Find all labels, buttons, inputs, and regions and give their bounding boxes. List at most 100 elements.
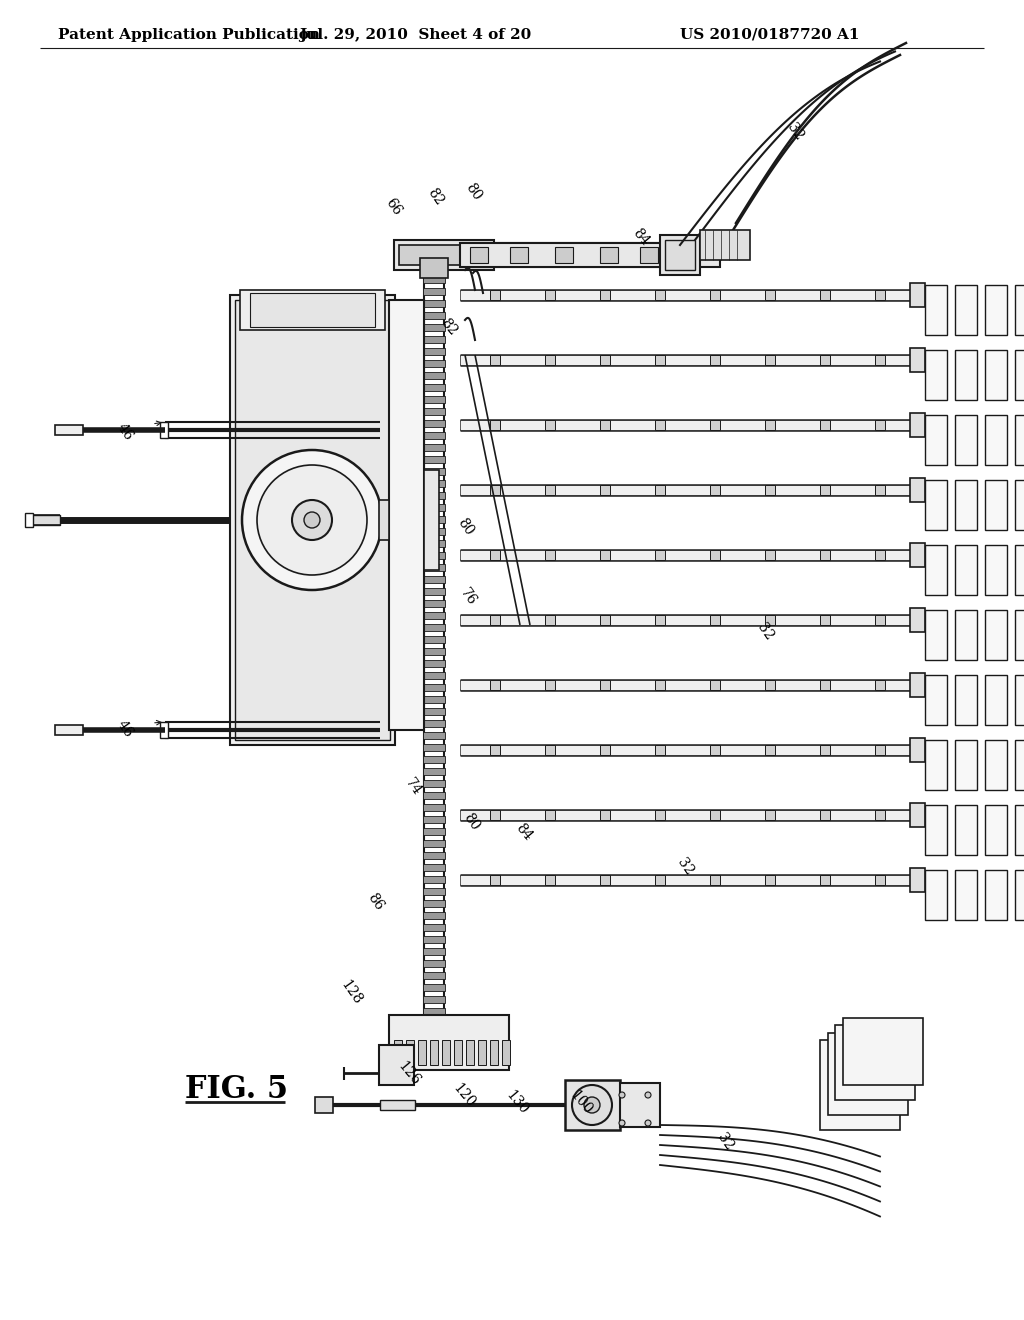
Bar: [925, 870, 947, 920]
Bar: [423, 552, 445, 558]
Bar: [423, 288, 445, 294]
Bar: [423, 396, 445, 403]
Bar: [955, 350, 977, 400]
Bar: [379, 500, 389, 540]
Bar: [1015, 675, 1024, 725]
Bar: [620, 1082, 660, 1127]
Bar: [55, 725, 83, 735]
Bar: [600, 810, 610, 820]
Bar: [423, 601, 445, 607]
Bar: [925, 414, 947, 465]
Bar: [234, 300, 390, 741]
Bar: [423, 756, 445, 763]
Bar: [490, 420, 500, 430]
Bar: [545, 290, 555, 300]
Text: 86: 86: [365, 891, 386, 913]
Bar: [1015, 870, 1024, 920]
Bar: [925, 285, 947, 335]
Text: 76: 76: [458, 586, 479, 609]
Bar: [545, 680, 555, 690]
Bar: [399, 246, 489, 265]
Bar: [423, 865, 445, 871]
Bar: [502, 1040, 510, 1065]
Bar: [910, 609, 925, 632]
Text: 82: 82: [424, 186, 445, 209]
Bar: [820, 680, 830, 690]
Text: 84: 84: [513, 821, 535, 843]
Bar: [423, 504, 445, 511]
Bar: [423, 469, 445, 475]
Bar: [478, 1040, 486, 1065]
Bar: [423, 828, 445, 836]
Bar: [399, 1030, 489, 1049]
Bar: [460, 420, 910, 430]
Text: 126: 126: [394, 1059, 422, 1088]
Bar: [655, 875, 665, 884]
Bar: [765, 290, 775, 300]
Bar: [955, 480, 977, 531]
Bar: [423, 636, 445, 643]
Bar: [423, 900, 445, 907]
Bar: [765, 875, 775, 884]
Bar: [925, 480, 947, 531]
Bar: [955, 610, 977, 660]
Bar: [640, 247, 658, 263]
Bar: [820, 550, 830, 560]
Bar: [460, 810, 910, 820]
Bar: [765, 484, 775, 495]
Bar: [660, 235, 700, 275]
Bar: [460, 355, 910, 366]
Text: 80: 80: [460, 810, 481, 833]
Bar: [600, 875, 610, 884]
Bar: [985, 480, 1007, 531]
Bar: [423, 912, 445, 919]
Bar: [820, 615, 830, 624]
Circle shape: [645, 1119, 651, 1126]
Bar: [955, 675, 977, 725]
Bar: [655, 810, 665, 820]
Bar: [600, 484, 610, 495]
Bar: [423, 624, 445, 631]
Bar: [423, 312, 445, 319]
Bar: [765, 615, 775, 624]
Bar: [600, 355, 610, 366]
Bar: [490, 355, 500, 366]
Bar: [423, 851, 445, 859]
Bar: [423, 372, 445, 379]
Text: 82: 82: [437, 315, 460, 338]
Bar: [710, 875, 720, 884]
Bar: [460, 484, 910, 495]
Bar: [423, 528, 445, 535]
Text: 130: 130: [503, 1088, 530, 1117]
Bar: [423, 1008, 445, 1015]
Bar: [545, 875, 555, 884]
Bar: [820, 1040, 900, 1130]
Bar: [423, 432, 445, 440]
Bar: [160, 722, 168, 738]
Bar: [710, 744, 720, 755]
Bar: [910, 803, 925, 828]
Text: 128: 128: [338, 978, 365, 1007]
Circle shape: [584, 1097, 600, 1113]
Bar: [423, 564, 445, 572]
Bar: [600, 290, 610, 300]
Bar: [955, 805, 977, 855]
Bar: [442, 1040, 450, 1065]
Bar: [423, 420, 445, 426]
Bar: [910, 413, 925, 437]
Bar: [835, 1026, 915, 1100]
Bar: [1015, 610, 1024, 660]
Bar: [925, 610, 947, 660]
Bar: [545, 744, 555, 755]
Bar: [955, 545, 977, 595]
Bar: [545, 484, 555, 495]
Bar: [160, 422, 168, 438]
Bar: [765, 355, 775, 366]
Bar: [460, 744, 910, 755]
Bar: [765, 680, 775, 690]
Bar: [985, 350, 1007, 400]
Bar: [710, 484, 720, 495]
Bar: [423, 648, 445, 655]
Bar: [910, 543, 925, 568]
Bar: [765, 420, 775, 430]
